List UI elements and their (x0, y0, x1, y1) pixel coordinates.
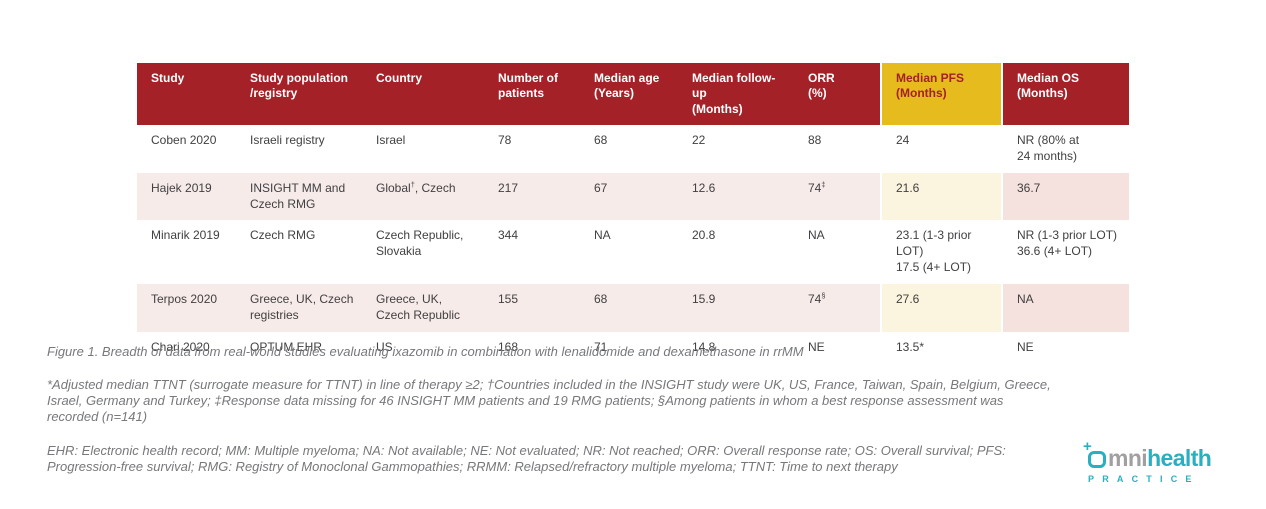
table-cell: NE (794, 331, 880, 366)
column-header: Study (137, 63, 236, 126)
table-cell: 68 (580, 283, 678, 332)
table-cell: NR (80% at 24 months) (1003, 125, 1129, 173)
table-cell: 15.9 (678, 283, 794, 332)
table-cell: 344 (484, 220, 580, 284)
figure-caption: Figure 1. Breadth of data from real-worl… (47, 344, 804, 359)
real-world-studies-table: Study Study population /registry Country Nu… (137, 63, 1129, 366)
table-cell: 71 (580, 331, 678, 366)
table-cell: 36.7 (1003, 172, 1129, 221)
omnihealth-practice-logo: + mni health PRACTICE (1083, 439, 1225, 484)
table-cell: 68 (580, 125, 678, 173)
table-row: Minarik 2019 Czech RMG Czech Republic, Slo… (137, 220, 1129, 284)
table-cell: 27.6 (880, 283, 1003, 332)
table-cell: OPTUM EHR (236, 331, 362, 366)
table-cell: 88 (794, 125, 880, 173)
table-cell: Israeli registry (236, 125, 362, 173)
table-cell: Chari 2020 (137, 331, 236, 366)
table-cell: 24 (880, 125, 1003, 173)
table-cell: 78 (484, 125, 580, 173)
table-cell: 74§ (794, 283, 880, 332)
plus-icon: + (1083, 438, 1092, 455)
table-cell: 168 (484, 331, 580, 366)
table-cell: 14.8 (678, 331, 794, 366)
column-header: Median follow-up (Months) (678, 63, 794, 126)
table-cell: 23.1 (1-3 prior LOT) 17.5 (4+ LOT) (880, 220, 1003, 284)
table-cell: US (362, 331, 484, 366)
table-cell: Coben 2020 (137, 125, 236, 173)
table-cell: 74‡ (794, 172, 880, 221)
table-cell: NE (1003, 331, 1129, 366)
logo-text-omni: mni (1108, 445, 1148, 471)
table-cell: Czech Republic, Slovakia (362, 220, 484, 284)
omnihealth-o-icon: + (1083, 439, 1108, 470)
table-cell: 67 (580, 172, 678, 221)
column-header: Median OS (Months) (1003, 63, 1129, 126)
figure-footnotes: *Adjusted median TTNT (surrogate measure… (47, 377, 1051, 424)
table-row: Terpos 2020 Greece, UK, Czech registries G… (137, 283, 1129, 332)
logo-wordmark: + mni health (1083, 439, 1225, 471)
table-cell: Czech RMG (236, 220, 362, 284)
table-row: Coben 2020 Israeli registry Israel 78 68 22 88… (137, 125, 1129, 173)
table-cell: INSIGHT MM and Czech RMG (236, 172, 362, 221)
rounded-o-icon (1088, 451, 1106, 468)
abbreviations-list: EHR: Electronic health record; MM: Multi… (47, 443, 1006, 474)
table-cell: Minarik 2019 (137, 220, 236, 284)
table-header: Study Study population /registry Country Nu… (137, 63, 1129, 126)
table-cell: Global†, Czech (362, 172, 484, 221)
table-cell: NA (794, 220, 880, 284)
table-cell: 155 (484, 283, 580, 332)
table-cell: 13.5* (880, 331, 1003, 366)
table-cell: NA (580, 220, 678, 284)
table-cell: 12.6 (678, 172, 794, 221)
table-cell: 22 (678, 125, 794, 173)
table-cell: NR (1-3 prior LOT) 36.6 (4+ LOT) (1003, 220, 1129, 284)
table-cell: 217 (484, 172, 580, 221)
table-row: Hajek 2019 INSIGHT MM and Czech RMG Global… (137, 172, 1129, 221)
table-cell: Greece, UK, Czech Republic (362, 283, 484, 332)
logo-text-health: health (1147, 445, 1212, 471)
table-cell: Greece, UK, Czech registries (236, 283, 362, 332)
table-cell: Hajek 2019 (137, 172, 236, 221)
table-cell: Israel (362, 125, 484, 173)
table-cell: 20.8 (678, 220, 794, 284)
table-cell: 21.6 (880, 172, 1003, 221)
column-header: Country (362, 63, 484, 126)
column-header: Study population /registry (236, 63, 362, 126)
column-header: Number of patients (484, 63, 580, 126)
table-header-row: Study Study population /registry Country Nu… (137, 63, 1129, 126)
column-header: Median age (Years) (580, 63, 678, 126)
logo-tagline: PRACTICE (1088, 474, 1200, 484)
table-cell: NA (1003, 283, 1129, 332)
column-header: ORR (%) (794, 63, 880, 126)
table-cell: Terpos 2020 (137, 283, 236, 332)
table-body: Coben 2020 Israeli registry Israel 78 68 22 88… (137, 125, 1129, 366)
table-row: Chari 2020 OPTUM EHR US 168 71 14.8 NE 13.5* NE (137, 331, 1129, 366)
column-header: Median PFS (Months) (880, 63, 1003, 126)
